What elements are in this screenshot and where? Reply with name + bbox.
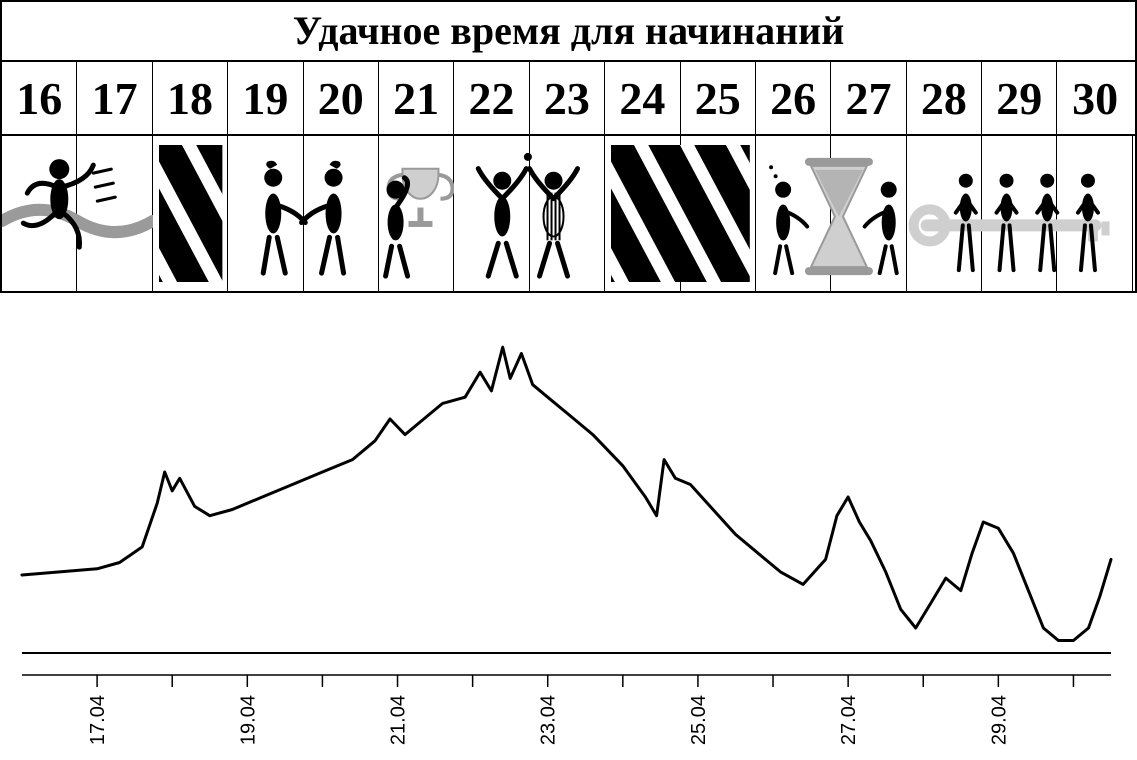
icon-cell-bg	[982, 136, 1057, 291]
chart-area: 17.04 19.04 21.04 23.04 25.04 27.04 29.04	[0, 323, 1137, 753]
day-number: 23	[544, 72, 590, 125]
x-label: 17.04	[87, 695, 109, 745]
x-label: 27.04	[838, 695, 860, 745]
day-cell: 19	[228, 62, 303, 134]
x-label: 21.04	[388, 695, 410, 745]
icon-cell-bg	[530, 136, 605, 291]
icon-cell-bg	[228, 136, 303, 291]
day-number: 18	[167, 72, 213, 125]
day-cell: 18	[153, 62, 228, 134]
day-cell: 30	[1057, 62, 1132, 134]
icon-cell-bg	[2, 136, 77, 291]
day-cell: 16	[2, 62, 77, 134]
icon-cell-bg	[831, 136, 906, 291]
day-number: 30	[1072, 72, 1118, 125]
line-chart: 17.04 19.04 21.04 23.04 25.04 27.04 29.04	[0, 323, 1133, 753]
days-row: 16 17 18 19 20 21 22 23 24 25 26 27 28 29 30	[2, 62, 1135, 136]
day-cell: 29	[982, 62, 1057, 134]
x-label: 25.04	[688, 695, 710, 745]
day-number: 25	[695, 72, 741, 125]
day-cell: 24	[605, 62, 680, 134]
icon-cell-bg	[77, 136, 152, 291]
x-label: 23.04	[538, 695, 560, 745]
icons-row	[2, 136, 1135, 291]
day-number: 21	[393, 72, 439, 125]
day-number: 17	[92, 72, 138, 125]
day-number: 20	[318, 72, 364, 125]
day-cell: 28	[907, 62, 982, 134]
x-label: 19.04	[237, 695, 259, 745]
day-cell: 26	[756, 62, 831, 134]
day-cell: 17	[77, 62, 152, 134]
day-cell: 21	[379, 62, 454, 134]
icon-cell-bg	[304, 136, 379, 291]
day-cell: 25	[681, 62, 756, 134]
day-number: 26	[770, 72, 816, 125]
day-number: 29	[996, 72, 1042, 125]
day-cell: 20	[304, 62, 379, 134]
icon-cell-bg	[756, 136, 831, 291]
series-line	[22, 347, 1111, 640]
icon-cell-bg	[1057, 136, 1132, 291]
day-number: 27	[845, 72, 891, 125]
day-number: 24	[619, 72, 665, 125]
day-cell: 23	[530, 62, 605, 134]
day-number: 22	[469, 72, 515, 125]
day-cell: 22	[454, 62, 529, 134]
day-number: 28	[921, 72, 967, 125]
day-cell: 27	[831, 62, 906, 134]
icon-cell-bg	[907, 136, 982, 291]
icon-cell-bg	[379, 136, 454, 291]
icon-cell-bg	[153, 136, 228, 291]
day-number: 19	[242, 72, 288, 125]
x-label: 29.04	[988, 695, 1010, 745]
icon-cell-bg	[454, 136, 529, 291]
calendar-table: Удачное время для начинаний 16 17 18 19 20 21…	[0, 0, 1137, 293]
title-text: Удачное время для начинаний	[293, 8, 845, 53]
table-title: Удачное время для начинаний	[2, 2, 1135, 62]
icon-cell-bg	[681, 136, 756, 291]
icon-cell-bg	[605, 136, 680, 291]
day-number: 16	[16, 72, 62, 125]
